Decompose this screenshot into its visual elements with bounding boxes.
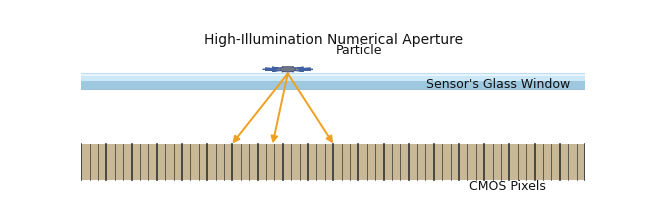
Text: Sensor's Glass Window: Sensor's Glass Window xyxy=(426,78,571,91)
Circle shape xyxy=(280,67,296,72)
Bar xyxy=(81,74,585,81)
Polygon shape xyxy=(288,71,294,72)
Polygon shape xyxy=(299,69,315,70)
Polygon shape xyxy=(263,67,313,72)
Polygon shape xyxy=(281,71,288,72)
Polygon shape xyxy=(292,70,305,72)
Bar xyxy=(81,74,585,76)
Text: High-Illumination Numerical Aperture: High-Illumination Numerical Aperture xyxy=(203,33,463,47)
Polygon shape xyxy=(297,70,313,71)
Bar xyxy=(81,144,585,180)
Bar xyxy=(81,81,585,89)
Text: CMOS Pixels: CMOS Pixels xyxy=(469,180,546,193)
Text: Particle: Particle xyxy=(335,44,382,57)
